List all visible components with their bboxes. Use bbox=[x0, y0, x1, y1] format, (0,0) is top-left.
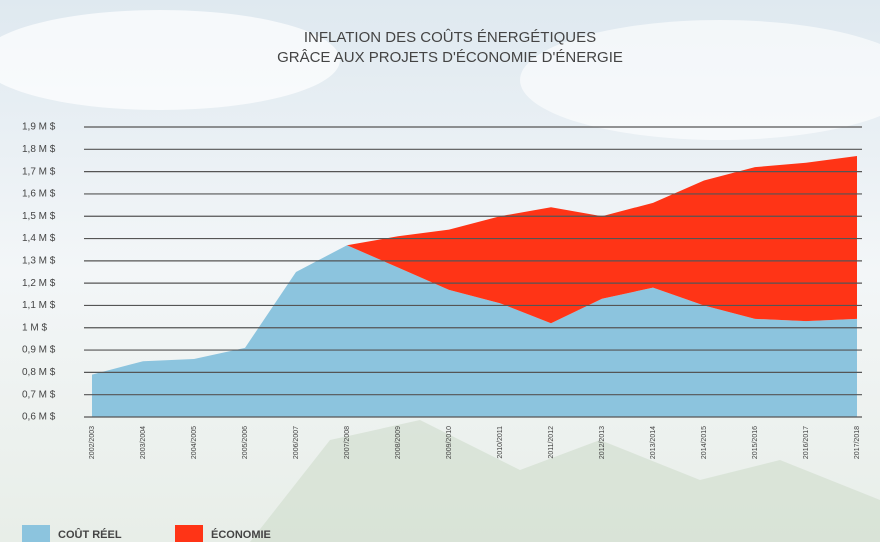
y-tick-label: 0,6 M $ bbox=[22, 412, 56, 423]
y-tick-label: 0,8 M $ bbox=[22, 367, 56, 378]
x-tick-label: 2012/2013 bbox=[599, 426, 606, 459]
y-tick-label: 1,5 M $ bbox=[22, 211, 56, 222]
chart: INFLATION DES COÛTS ÉNERGÉTIQUES GRÂCE A… bbox=[0, 0, 880, 542]
x-tick-label: 2002/2003 bbox=[89, 426, 96, 459]
y-tick-label: 1,9 M $ bbox=[22, 122, 56, 133]
x-tick-label: 2007/2008 bbox=[344, 426, 351, 459]
y-tick-label: 1 M $ bbox=[22, 322, 47, 333]
y-tick-label: 0,7 M $ bbox=[22, 389, 56, 400]
x-tick-label: 2011/2012 bbox=[548, 426, 555, 459]
y-tick-label: 1,2 M $ bbox=[22, 278, 56, 289]
y-tick-label: 1,7 M $ bbox=[22, 166, 56, 177]
x-tick-label: 2017/2018 bbox=[854, 426, 861, 459]
chart-title: INFLATION DES COÛTS ÉNERGÉTIQUES bbox=[304, 29, 596, 46]
x-tick-label: 2004/2005 bbox=[191, 426, 198, 459]
y-tick-label: 0,9 M $ bbox=[22, 345, 56, 356]
x-tick-label: 2009/2010 bbox=[446, 426, 453, 459]
x-tick-label: 2013/2014 bbox=[650, 426, 657, 459]
legend-swatch bbox=[22, 525, 50, 542]
y-tick-label: 1,3 M $ bbox=[22, 255, 56, 266]
y-tick-label: 1,8 M $ bbox=[22, 144, 56, 155]
y-tick-label: 1,1 M $ bbox=[22, 300, 56, 311]
x-tick-label: 2005/2006 bbox=[242, 426, 249, 459]
legend-label: COÛT RÉEL bbox=[58, 528, 122, 541]
y-tick-label: 1,4 M $ bbox=[22, 233, 56, 244]
x-tick-label: 2008/2009 bbox=[395, 426, 402, 459]
x-tick-label: 2003/2004 bbox=[140, 426, 147, 459]
x-tick-label: 2016/2017 bbox=[803, 426, 810, 459]
x-tick-label: 2014/2015 bbox=[701, 426, 708, 459]
y-tick-label: 1,6 M $ bbox=[22, 189, 56, 200]
x-tick-label: 2015/2016 bbox=[752, 426, 759, 459]
chart-title: GRÂCE AUX PROJETS D'ÉCONOMIE D'ÉNERGIE bbox=[277, 49, 623, 66]
legend-swatch bbox=[175, 525, 203, 542]
x-tick-label: 2010/2011 bbox=[497, 426, 504, 459]
x-tick-label: 2006/2007 bbox=[293, 426, 300, 459]
legend-label: ÉCONOMIE bbox=[211, 528, 271, 541]
